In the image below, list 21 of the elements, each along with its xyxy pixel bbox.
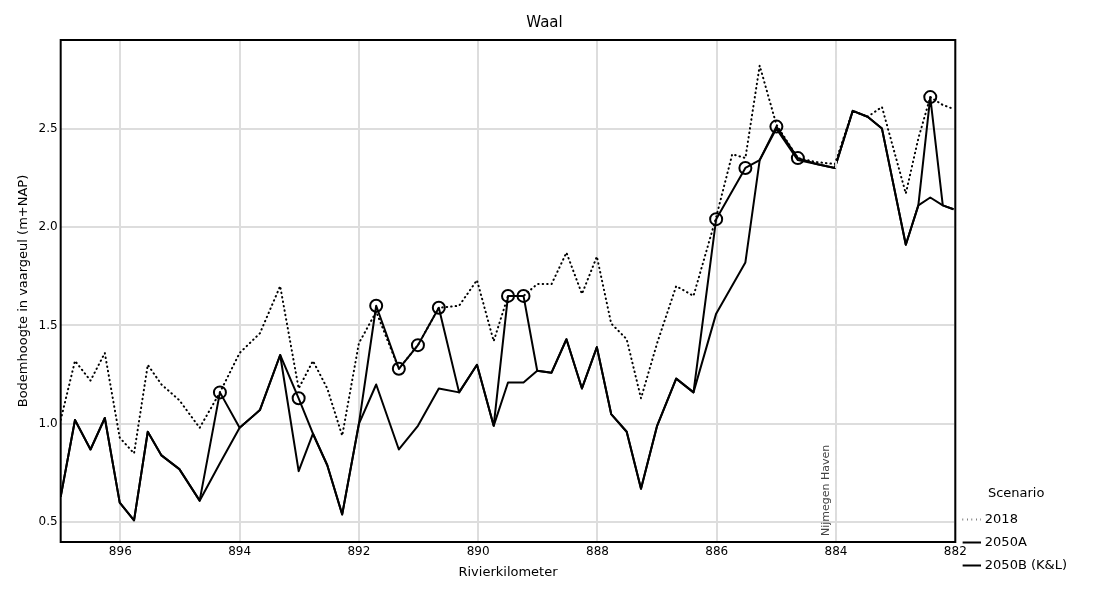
x-tick-label: 884 bbox=[824, 544, 848, 559]
x-axis-title: Rivierkilometer bbox=[458, 563, 559, 579]
legend-title: Scenario bbox=[987, 485, 1045, 501]
y-tick-label: 1.5 bbox=[38, 317, 58, 332]
chart-title: Waal bbox=[526, 12, 563, 31]
y-axis-title: Bodemhoogte in vaargeul (m+NAP) bbox=[15, 174, 31, 408]
legend-label: 2050B (K&L) bbox=[984, 556, 1067, 572]
x-tick-label: 882 bbox=[943, 544, 967, 559]
y-tick-label: 2.5 bbox=[38, 120, 58, 135]
x-tick-label: 890 bbox=[466, 544, 490, 559]
legend-label: 2018 bbox=[984, 510, 1018, 526]
x-tick-label: 894 bbox=[228, 544, 252, 559]
x-tick-label: 886 bbox=[705, 544, 729, 559]
ref-line-label: Nijmegen Haven bbox=[819, 444, 833, 536]
y-tick-label: 0.5 bbox=[38, 514, 58, 529]
y-tick-label: 2.0 bbox=[38, 219, 58, 234]
y-tick-label: 1.0 bbox=[38, 416, 58, 431]
x-tick-label: 888 bbox=[586, 544, 609, 559]
x-tick-label: 896 bbox=[108, 544, 132, 559]
x-tick-label: 892 bbox=[347, 544, 371, 559]
legend-label: 2050A bbox=[984, 533, 1027, 549]
